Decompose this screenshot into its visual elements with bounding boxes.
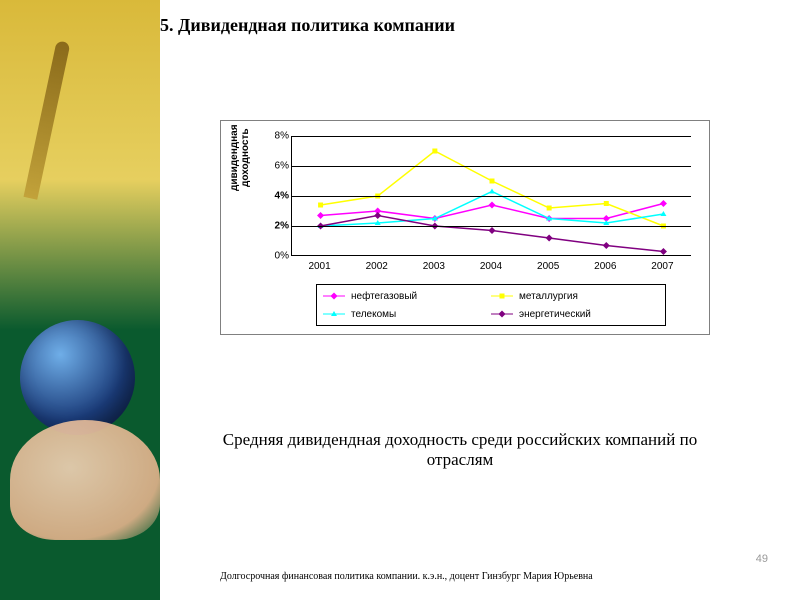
chart-subtitle: Средняя дивидендная доходность среди рос… [200, 430, 720, 470]
series-marker [603, 242, 610, 249]
gridline [292, 136, 691, 137]
x-tick-label: 2004 [480, 261, 502, 272]
legend-swatch [491, 309, 513, 319]
x-tick-label: 2001 [308, 261, 330, 272]
chart-legend: нефтегазовый металлургия телекомы энергетич… [316, 284, 666, 326]
gridline [292, 226, 691, 227]
legend-swatch [323, 309, 345, 319]
y-axis-label: дивидендная доходность [229, 124, 251, 191]
globe-graphic [20, 320, 135, 435]
y-tick-label: 4% [259, 191, 289, 202]
series-marker [490, 179, 495, 184]
gridline [292, 166, 691, 167]
legend-item: металлургия [491, 291, 659, 302]
legend-swatch [491, 291, 513, 301]
series-marker [318, 203, 323, 208]
legend-label: металлургия [519, 291, 578, 302]
y-tick-label: 8% [259, 131, 289, 142]
series-marker [546, 234, 553, 241]
series-marker [432, 149, 437, 154]
legend-swatch [323, 291, 345, 301]
dividend-yield-chart: дивидендная доходность нефтегазовый метал… [220, 120, 710, 335]
series-marker [660, 200, 667, 207]
y-tick-label: 0% [259, 251, 289, 262]
slide-footer: Долгосрочная финансовая политика компани… [220, 571, 593, 582]
page-number: 49 [756, 553, 768, 565]
x-tick-label: 2003 [423, 261, 445, 272]
x-tick-label: 2006 [594, 261, 616, 272]
y-tick-label: 6% [259, 161, 289, 172]
series-marker [374, 212, 381, 219]
series-marker [488, 201, 495, 208]
y-tick-label: 2% [259, 221, 289, 232]
series-marker [317, 212, 324, 219]
pen-graphic [24, 40, 71, 199]
legend-item: нефтегазовый [323, 291, 491, 302]
x-tick-label: 2007 [651, 261, 673, 272]
gridline [292, 196, 691, 197]
series-marker [489, 189, 495, 194]
legend-item: телекомы [323, 309, 491, 320]
legend-label: нефтегазовый [351, 291, 417, 302]
legend-label: телекомы [351, 309, 396, 320]
x-tick-label: 2005 [537, 261, 559, 272]
series-marker [660, 248, 667, 255]
decorative-sidebar [0, 0, 160, 600]
legend-item: энергетический [491, 309, 659, 320]
series-marker [488, 227, 495, 234]
legend-label: энергетический [519, 309, 591, 320]
slide-title: 5. Дивидендная политика компании [160, 15, 455, 36]
hand-graphic [10, 420, 160, 540]
chart-plot-area [291, 136, 691, 256]
series-marker [547, 206, 552, 211]
series-marker [660, 211, 666, 216]
series-marker [604, 201, 609, 206]
x-tick-label: 2002 [366, 261, 388, 272]
